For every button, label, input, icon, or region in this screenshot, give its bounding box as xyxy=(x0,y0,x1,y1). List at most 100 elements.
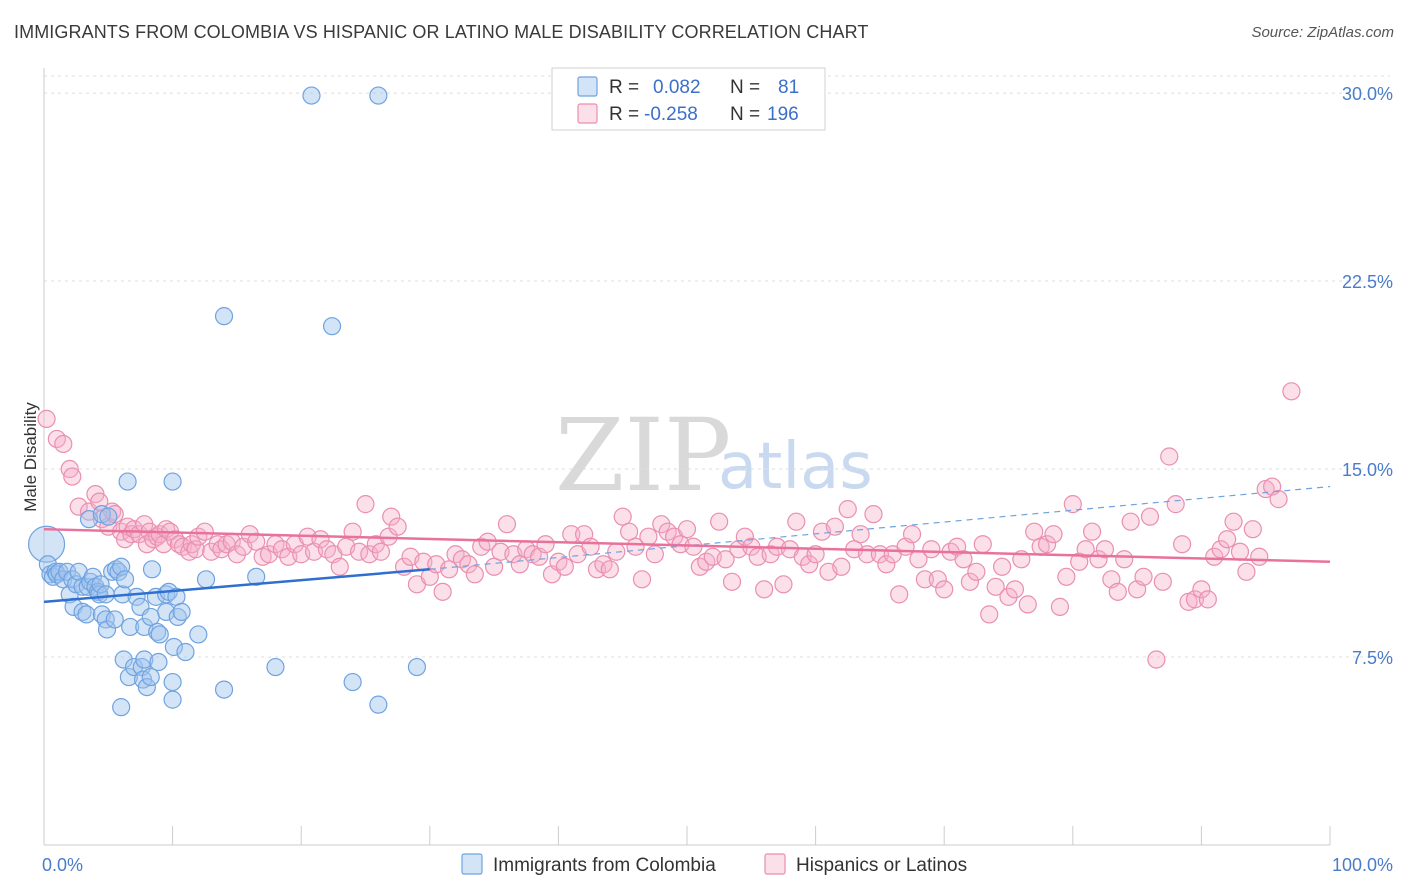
y-tick-label: 7.5% xyxy=(1352,648,1393,668)
data-point xyxy=(967,562,986,581)
data-point xyxy=(27,525,66,563)
data-point xyxy=(1218,530,1237,549)
data-point xyxy=(343,672,362,692)
grid-lines xyxy=(44,75,1390,658)
data-point xyxy=(555,557,574,576)
data-point xyxy=(195,522,214,541)
data-point xyxy=(124,520,144,539)
y-axis-tick-labels: 7.5% 15.0% 22.5% 30.0% xyxy=(1342,84,1393,668)
data-point xyxy=(1173,535,1192,554)
data-point xyxy=(360,545,379,564)
data-point xyxy=(935,580,954,599)
data-point xyxy=(497,515,517,534)
data-point xyxy=(761,545,780,564)
x-axis-ticks xyxy=(43,826,1331,845)
data-point xyxy=(1063,495,1082,514)
data-point xyxy=(1211,540,1230,559)
data-point xyxy=(1230,542,1250,561)
data-point xyxy=(928,570,947,589)
data-point xyxy=(1050,597,1070,616)
data-point xyxy=(890,585,909,604)
data-point xyxy=(382,507,401,526)
data-point xyxy=(1095,540,1115,559)
watermark-atlas: atlas xyxy=(718,430,873,504)
data-point xyxy=(1185,590,1205,609)
data-point xyxy=(1243,520,1262,539)
data-point xyxy=(247,532,266,551)
y-tick-label: 30.0% xyxy=(1342,84,1393,104)
legend-r-label-colombia: R = xyxy=(609,77,639,98)
x-tick-label-min: 0.0% xyxy=(42,855,83,875)
data-point xyxy=(214,680,234,699)
data-point xyxy=(1044,525,1063,544)
trend-line-extension-blue xyxy=(429,485,1331,570)
data-point xyxy=(356,495,375,514)
data-point xyxy=(1166,495,1185,514)
trend-line-pink xyxy=(43,527,1331,564)
data-point xyxy=(109,562,128,581)
data-point xyxy=(124,657,144,677)
data-point xyxy=(141,667,160,687)
data-point xyxy=(632,570,652,589)
data-point xyxy=(992,557,1012,576)
data-point xyxy=(69,562,88,581)
legend-n-value-hispanics: 196 xyxy=(767,104,799,125)
data-point xyxy=(1134,567,1153,586)
legend: R = 0.082 N = 81 R = -0.258 N = 196 xyxy=(551,67,826,131)
data-point xyxy=(96,585,115,604)
data-point xyxy=(1037,535,1057,554)
data-point xyxy=(600,560,619,579)
data-point xyxy=(227,545,246,564)
data-point xyxy=(106,560,126,579)
data-point xyxy=(787,512,806,531)
data-point xyxy=(122,525,141,544)
data-point xyxy=(69,497,88,516)
bottom-legend-label-hispanics: Hispanics or Latinos xyxy=(796,855,967,876)
data-point xyxy=(369,695,388,714)
bottom-legend: Immigrants from Colombia Hispanics or La… xyxy=(461,853,967,876)
data-point xyxy=(613,507,632,526)
data-point xyxy=(980,605,999,624)
trend-lines xyxy=(43,485,1331,604)
data-point xyxy=(510,555,529,574)
bottom-legend-swatch-hispanics xyxy=(764,853,786,875)
data-point xyxy=(157,602,176,622)
data-point xyxy=(164,637,183,657)
data-point xyxy=(915,570,935,589)
data-point xyxy=(1224,512,1243,531)
x-tick-label-max: 100.0% xyxy=(1332,855,1393,875)
series-colombia-points xyxy=(27,86,427,717)
data-point xyxy=(851,525,870,544)
data-point xyxy=(465,565,484,584)
data-point xyxy=(1153,572,1172,591)
data-point xyxy=(877,555,896,574)
y-tick-label: 22.5% xyxy=(1342,272,1393,292)
y-axis-label: Male Disability xyxy=(21,402,40,512)
data-point xyxy=(407,657,427,677)
data-point xyxy=(91,575,110,594)
legend-n-value-colombia: 81 xyxy=(778,77,799,98)
data-point xyxy=(716,550,735,569)
data-point xyxy=(922,540,941,559)
data-point xyxy=(838,500,857,519)
data-point xyxy=(1269,490,1288,509)
data-point xyxy=(137,677,156,697)
chart-source: Source: ZipAtlas.com xyxy=(1251,24,1394,41)
data-point xyxy=(639,527,658,546)
watermark-zip: ZIP xyxy=(555,397,731,514)
data-point xyxy=(710,512,729,531)
trend-line-blue xyxy=(43,568,430,604)
bottom-legend-swatch-colombia xyxy=(461,853,483,875)
data-point xyxy=(149,652,168,672)
data-point xyxy=(677,520,697,539)
data-point xyxy=(114,650,133,669)
data-point xyxy=(1005,580,1025,599)
data-point xyxy=(1018,595,1037,614)
data-point xyxy=(722,572,742,591)
data-point xyxy=(1192,580,1211,599)
data-point xyxy=(1121,512,1140,531)
data-point xyxy=(973,535,992,554)
data-point xyxy=(1250,547,1269,566)
data-point xyxy=(163,472,182,491)
data-point xyxy=(77,605,96,624)
